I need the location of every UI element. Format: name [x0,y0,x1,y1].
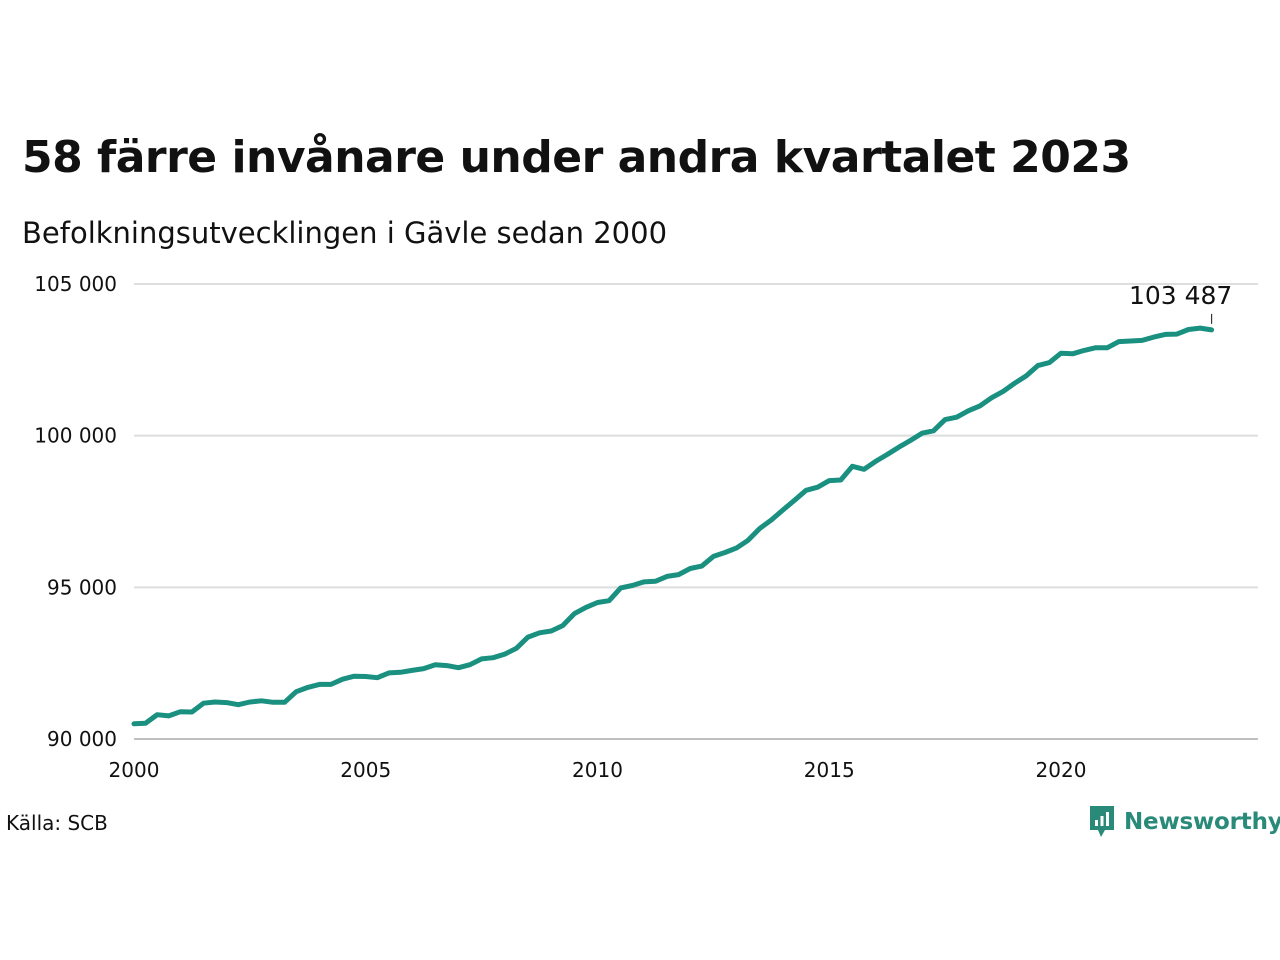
chart-title: 58 färre invånare under andra kvartalet … [22,132,1131,183]
y-tick-label: 95 000 [47,575,117,599]
y-axis: 90 000 95 000 100 000 105 000 [34,272,117,751]
chart-subtitle: Befolkningsutvecklingen i Gävle sedan 20… [22,216,668,250]
series-line [131,325,1215,727]
x-tick-label: 2015 [804,758,855,782]
x-axis: 2000 2005 2010 2015 2020 [109,758,1087,782]
brand-name: Newsworthy [1124,809,1280,835]
y-tick-label: 100 000 [34,424,117,448]
brand-logo: Newsworthy [1088,804,1280,840]
gridlines [134,283,1258,740]
newsworthy-logo-icon [1090,806,1114,837]
end-value-label: 103 487 [1129,281,1232,310]
x-tick-label: 2005 [340,758,391,782]
x-tick-label: 2020 [1036,758,1087,782]
y-tick-label: 90 000 [47,727,117,751]
x-tick-label: 2010 [572,758,623,782]
y-tick-label: 105 000 [34,272,117,296]
x-tick-label: 2000 [109,758,160,782]
source-note: Källa: SCB [6,811,108,835]
